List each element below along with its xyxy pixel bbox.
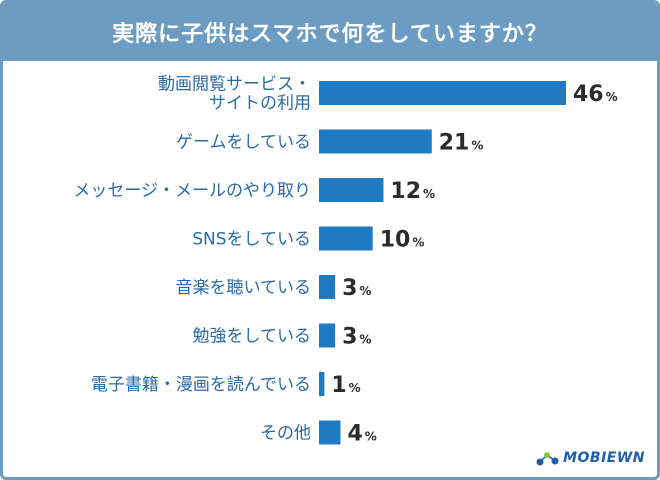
category-label-7: その他	[260, 424, 311, 444]
value-label-1: 21%	[439, 131, 484, 156]
chart-title: 実際に子供はスマホで何をしていますか？	[112, 22, 548, 47]
bar-6	[319, 372, 325, 396]
category-label-2: メッセージ・メールのやり取り	[73, 181, 311, 201]
bar-7	[319, 420, 341, 445]
brand-logo: MOBIEWN	[536, 449, 645, 467]
value-label-4: 3%	[342, 276, 371, 301]
value-label-3: 10%	[380, 228, 425, 253]
bar-2	[319, 178, 384, 202]
category-label-0-0: 動画閲覧サービス・	[158, 75, 311, 95]
category-label-3: SNSをしている	[192, 230, 311, 250]
chart-panel: 動画閲覧サービス・ サイトの利用 46% ゲームをしている 21% メッセージ・メールのや…	[6, 61, 654, 474]
logo-text: MOBIEWN	[563, 450, 645, 466]
bar-3	[319, 226, 373, 251]
category-label-4: 音楽を聴いている	[176, 278, 312, 298]
category-label-5: 勉強をしている	[193, 327, 312, 347]
value-label-2: 12%	[390, 179, 435, 204]
value-label-0: 46%	[573, 82, 618, 107]
bar-1	[319, 129, 432, 154]
value-label-7: 4%	[347, 422, 376, 447]
category-label-1: ゲームをしている	[176, 133, 311, 153]
logo-molecule-icon	[536, 452, 559, 466]
bar-4	[319, 275, 336, 299]
value-label-6: 1%	[331, 373, 360, 398]
title-bar: 実際に子供はスマホで何をしていますか？	[3, 3, 657, 61]
category-label-0-1: サイトの利用	[209, 94, 311, 114]
bar-5	[319, 323, 336, 348]
bar-0	[319, 81, 566, 105]
value-label-5: 3%	[342, 325, 371, 350]
bar-chart: 動画閲覧サービス・サイトの利用 46 % ゲームをしている 21 % メッセージ・メールのや…	[73, 75, 618, 447]
category-label-6: 電子書籍・漫画を読んでいる	[91, 375, 311, 395]
